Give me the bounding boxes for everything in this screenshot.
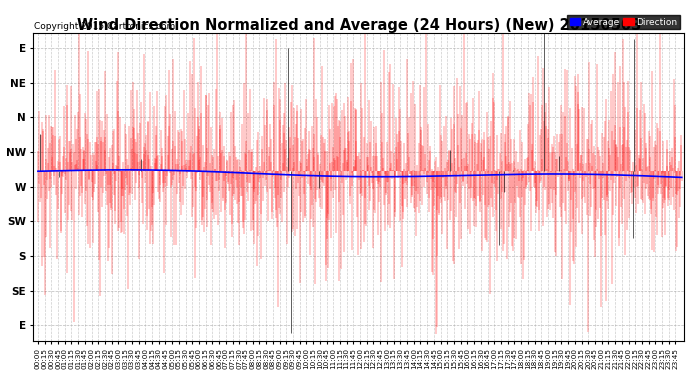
Text: Copyright 2015 Cartronics.com: Copyright 2015 Cartronics.com [34, 22, 175, 31]
Title: Wind Direction Normalized and Average (24 Hours) (New) 20150503: Wind Direction Normalized and Average (2… [77, 18, 641, 33]
Legend: Average, Direction: Average, Direction [567, 15, 680, 29]
